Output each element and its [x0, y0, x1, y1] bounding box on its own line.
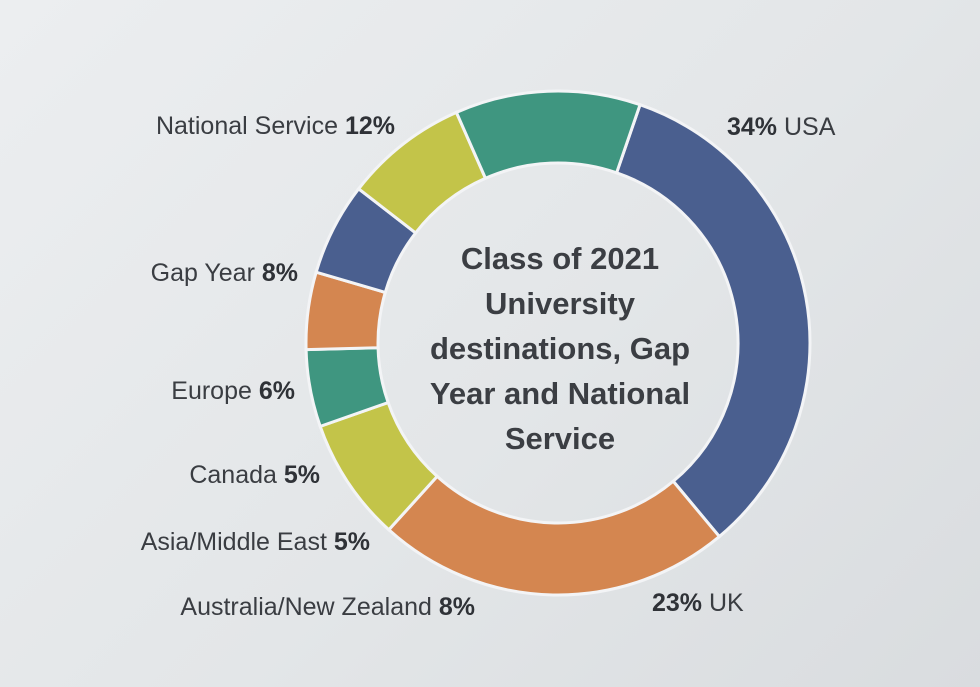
label-canada-name: Canada — [189, 461, 277, 489]
label-australia-new-zealand-name: Australia/New Zealand — [180, 593, 432, 621]
label-asia-middle-east-value: 5% — [333, 528, 370, 556]
slice-uk — [386, 474, 722, 597]
label-europe-name: Europe — [171, 377, 252, 405]
label-asia-middle-east: Asia/Middle East 5% — [141, 527, 370, 557]
label-national-service: National Service 12% — [156, 111, 395, 141]
label-gap-year-value: 8% — [261, 259, 298, 287]
label-usa: 34% USA — [727, 112, 835, 142]
slice-usa — [614, 102, 812, 539]
label-usa-value: 34% — [727, 113, 778, 141]
label-gap-year-name: Gap Year — [150, 259, 255, 287]
label-australia-new-zealand: Australia/New Zealand 8% — [180, 592, 475, 622]
label-uk-value: 23% — [652, 589, 703, 617]
label-europe: Europe 6% — [171, 376, 295, 406]
label-gap-year: Gap Year 8% — [151, 258, 298, 288]
label-usa-name: USA — [784, 113, 836, 141]
label-uk-name: UK — [709, 589, 744, 617]
slice-national-service — [454, 89, 642, 181]
label-europe-value: 6% — [258, 377, 295, 405]
label-canada-value: 5% — [283, 461, 320, 489]
label-asia-middle-east-name: Asia/Middle East — [140, 528, 327, 556]
label-national-service-value: 12% — [344, 112, 395, 140]
chart-title: Class of 2021 University destinations, G… — [429, 241, 691, 456]
label-canada: Canada 5% — [189, 460, 320, 490]
label-australia-new-zealand-value: 8% — [438, 593, 475, 621]
label-national-service-name: National Service — [155, 112, 338, 140]
label-uk: 23% UK — [652, 588, 744, 618]
